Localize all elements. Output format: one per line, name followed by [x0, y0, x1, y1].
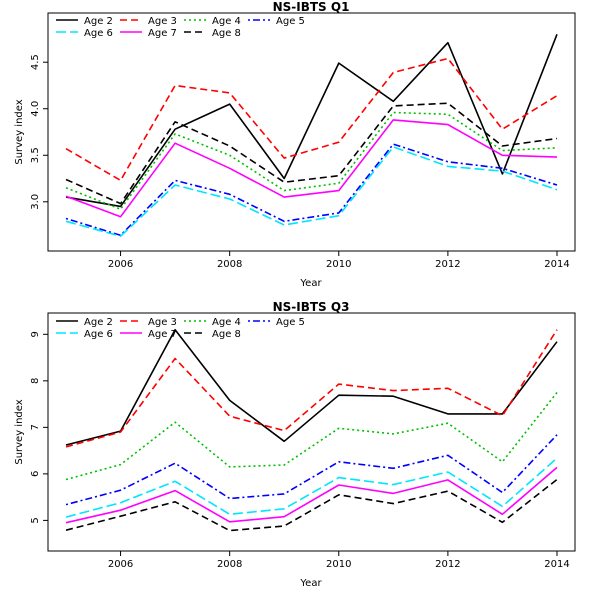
x-tick-label: 2008: [217, 259, 242, 270]
series-line-age-5: [65, 434, 558, 506]
series-line-age-8: [65, 102, 558, 205]
plot-frame-q1: [47, 12, 576, 252]
plot-frame-q3: [47, 312, 576, 552]
x-axis-label-q3: Year: [299, 578, 322, 589]
series-line-age-7: [65, 466, 558, 524]
series-group-q1: [65, 34, 558, 237]
x-axis-label-q1: Year: [299, 278, 322, 289]
series-line-age-2: [65, 328, 558, 446]
legend-q3: Age 2 Age 3 Age 4 Age 5 Age 6 Age 7 Age 8: [56, 317, 305, 340]
x-tick-label: 2006: [108, 559, 133, 570]
y-tick-label: 5: [30, 517, 41, 523]
series-line-age-5: [65, 143, 558, 237]
legend-label: Age 6: [84, 329, 113, 340]
series-line-age-7: [65, 119, 558, 218]
x-tick-label: 2010: [326, 559, 351, 570]
chart-title-q3: NS-IBTS Q3: [273, 300, 350, 314]
y-tick-label: 4.0: [30, 101, 41, 117]
legend-label: Age 8: [212, 28, 241, 39]
x-tick-label: 2010: [326, 259, 351, 270]
legend-label: Age 6: [84, 28, 113, 39]
y-axis-label-q1: Survey index: [14, 99, 25, 164]
x-axis-q3: 2006 2008 2010 2012 2014: [108, 551, 570, 570]
legend-label: Age 7: [148, 28, 177, 39]
legend-q1: Age 2 Age 3 Age 4 Age 5 Age 6 Age 7 Age 8: [56, 16, 305, 39]
legend-label: Age 2: [84, 16, 113, 27]
panel-q1: NS-IBTS Q1 2006 2008 2010 2012 2014 3.0 3.5 4.…: [14, 0, 576, 289]
y-tick-label: 3.0: [30, 194, 41, 210]
series-line-age-6: [65, 146, 558, 237]
legend-label: Age 4: [212, 16, 241, 27]
x-tick-label: 2014: [544, 259, 569, 270]
series-group-q3: [65, 328, 558, 532]
series-line-age-3: [65, 57, 558, 182]
series-line-age-4: [65, 392, 558, 481]
series-line-age-6: [65, 457, 558, 518]
y-tick-label: 6: [30, 471, 41, 477]
series-line-age-4: [65, 111, 558, 210]
series-line-age-2: [65, 34, 558, 208]
y-axis-q1: 3.0 3.5 4.0 4.5: [30, 54, 48, 210]
y-tick-label: 4.5: [30, 54, 41, 70]
y-tick-label: 3.5: [30, 147, 41, 163]
legend-label: Age 3: [148, 16, 177, 27]
legend-label: Age 2: [84, 317, 113, 328]
y-axis-label-q3: Survey index: [14, 399, 25, 464]
x-tick-label: 2012: [435, 559, 460, 570]
x-tick-label: 2008: [217, 559, 242, 570]
legend-label: Age 4: [212, 317, 241, 328]
y-tick-label: 7: [30, 424, 41, 430]
legend-label: Age 3: [148, 317, 177, 328]
x-tick-label: 2006: [108, 259, 133, 270]
y-tick-label: 8: [30, 378, 41, 384]
panel-q3: NS-IBTS Q3 2006 2008 2010 2012 2014 5 6 7 8 9 Ye…: [14, 300, 576, 589]
legend-label: Age 5: [276, 317, 305, 328]
legend-label: Age 5: [276, 16, 305, 27]
series-line-age-8: [65, 478, 558, 532]
legend-label: Age 8: [212, 329, 241, 340]
chart-title-q1: NS-IBTS Q1: [273, 0, 350, 14]
series-line-age-3: [65, 329, 558, 448]
x-tick-label: 2012: [435, 259, 460, 270]
x-axis-q1: 2006 2008 2010 2012 2014: [108, 251, 570, 270]
x-tick-label: 2014: [544, 559, 569, 570]
y-axis-q3: 5 6 7 8 9: [30, 331, 48, 524]
legend-label: Age 7: [148, 329, 177, 340]
y-tick-label: 9: [30, 331, 41, 337]
